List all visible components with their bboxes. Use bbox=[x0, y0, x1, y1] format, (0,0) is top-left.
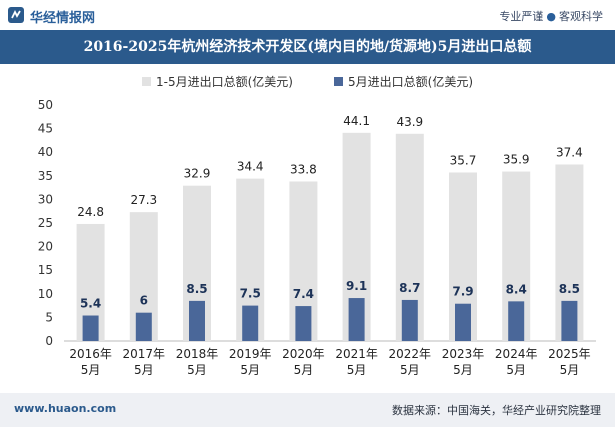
legend-swatch-may bbox=[334, 77, 343, 86]
data-label-total: 24.8 bbox=[77, 205, 104, 219]
data-label-may: 7.9 bbox=[452, 285, 473, 299]
x-tick-label-month: 5月 bbox=[400, 363, 420, 377]
x-tick-label-year: 2023年 bbox=[442, 347, 485, 361]
x-tick-label-year: 2021年 bbox=[335, 347, 378, 361]
x-tick-label-year: 2017年 bbox=[123, 347, 166, 361]
y-tick-label: 5 bbox=[45, 310, 53, 324]
data-label-may: 8.5 bbox=[559, 282, 580, 296]
x-tick-label-month: 5月 bbox=[294, 363, 314, 377]
bar-may bbox=[189, 300, 205, 341]
x-tick-label-month: 5月 bbox=[134, 363, 154, 377]
data-label-total: 35.9 bbox=[503, 153, 530, 167]
x-tick-label-year: 2018年 bbox=[176, 347, 219, 361]
data-label-may: 6 bbox=[140, 294, 148, 308]
x-tick-label-year: 2020年 bbox=[282, 347, 325, 361]
top-bar: 华经情报网 专业严谨 ● 客观科学 bbox=[0, 0, 615, 30]
data-label-may: 8.5 bbox=[186, 282, 207, 296]
bar-may bbox=[348, 298, 365, 341]
y-tick-label: 40 bbox=[38, 145, 53, 159]
y-tick-label: 35 bbox=[38, 169, 53, 183]
footer: www.huaon.com 数据来源：中国海关，华经产业研究院整理 bbox=[0, 393, 615, 427]
huajing-logo-icon bbox=[8, 7, 24, 23]
bar-may bbox=[561, 300, 578, 341]
bar-may bbox=[82, 315, 99, 341]
tagline-right: 客观科学 bbox=[559, 10, 603, 23]
y-tick-label: 25 bbox=[38, 216, 53, 230]
y-tick-label: 15 bbox=[38, 263, 53, 277]
x-tick-label-month: 5月 bbox=[347, 363, 367, 377]
data-label-may: 7.4 bbox=[293, 287, 314, 301]
bar-may bbox=[135, 312, 152, 341]
y-tick-label: 10 bbox=[38, 287, 53, 301]
tagline-left: 专业严谨 bbox=[499, 10, 544, 23]
data-label-total: 33.8 bbox=[290, 162, 317, 176]
data-label-may: 8.7 bbox=[399, 281, 420, 295]
bar-may bbox=[508, 301, 525, 341]
bar-may bbox=[295, 306, 312, 341]
x-tick-label-year: 2025年 bbox=[548, 347, 591, 361]
y-tick-label: 0 bbox=[45, 334, 53, 348]
data-label-may: 5.4 bbox=[80, 297, 101, 311]
data-label-total: 32.9 bbox=[184, 167, 211, 181]
legend-label-total: 1-5月进出口总额(亿美元) bbox=[156, 74, 293, 89]
legend-swatch-total bbox=[142, 77, 151, 86]
site-name: 华经情报网 bbox=[30, 11, 96, 26]
x-tick-label-month: 5月 bbox=[506, 363, 526, 377]
data-label-total: 37.4 bbox=[556, 145, 583, 159]
data-label-total: 43.9 bbox=[396, 115, 423, 129]
data-label-may: 7.5 bbox=[240, 287, 261, 301]
data-label-may: 8.4 bbox=[506, 282, 527, 296]
title-bar: 2016-2025年杭州经济技术开发区(境内目的地/货源地)5月进出口总额 bbox=[0, 30, 615, 64]
x-tick-label-month: 5月 bbox=[453, 363, 473, 377]
footer-source: 数据来源：中国海关，华经产业研究院整理 bbox=[392, 404, 601, 417]
chart-title: 2016-2025年杭州经济技术开发区(境内目的地/货源地)5月进出口总额 bbox=[83, 39, 532, 55]
x-tick-label-month: 5月 bbox=[81, 363, 101, 377]
bar-may bbox=[455, 303, 471, 341]
data-label-total: 27.3 bbox=[130, 193, 157, 207]
tagline: 专业严谨 ● 客观科学 bbox=[499, 8, 603, 24]
data-label-total: 34.4 bbox=[237, 160, 264, 174]
x-tick-label-year: 2019年 bbox=[229, 347, 272, 361]
x-tick-label-year: 2022年 bbox=[389, 347, 432, 361]
bar-may bbox=[242, 305, 259, 341]
x-tick-label-year: 2024年 bbox=[495, 347, 538, 361]
bullet-dot-icon: ● bbox=[546, 10, 556, 23]
x-tick-label-month: 5月 bbox=[240, 363, 260, 377]
bar-may bbox=[401, 299, 418, 341]
x-tick-label-month: 5月 bbox=[560, 363, 580, 377]
x-tick-label-year: 2016年 bbox=[69, 347, 112, 361]
y-tick-label: 50 bbox=[38, 98, 53, 112]
footer-url[interactable]: www.huaon.com bbox=[14, 402, 117, 415]
data-label-may: 9.1 bbox=[346, 279, 367, 293]
y-tick-label: 30 bbox=[38, 192, 53, 206]
bar-chart: 1-5月进出口总额(亿美元) 5月进出口总额(亿美元) 0 5 10 15 20 25 30 35… bbox=[38, 74, 596, 377]
x-tick-label-month: 5月 bbox=[187, 363, 207, 377]
data-label-total: 35.7 bbox=[450, 153, 477, 167]
y-tick-label: 45 bbox=[38, 122, 53, 136]
legend-label-may: 5月进出口总额(亿美元) bbox=[348, 74, 473, 89]
y-tick-label: 20 bbox=[38, 240, 53, 254]
data-label-total: 44.1 bbox=[343, 114, 370, 128]
